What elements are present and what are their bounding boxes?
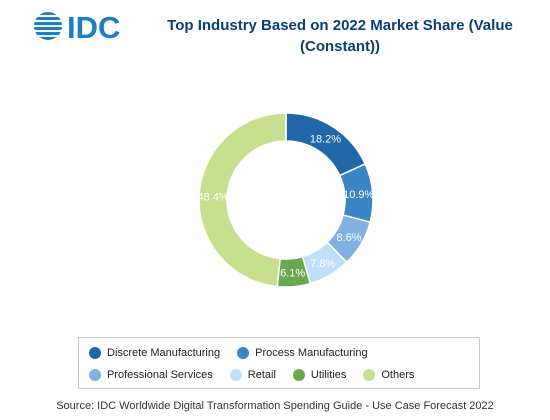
data-label-others: 48.4%: [197, 191, 228, 203]
source-note: Source: IDC Worldwide Digital Transforma…: [56, 400, 494, 412]
legend-label: Professional Services: [107, 369, 213, 381]
data-label-retail: 7.8%: [310, 258, 335, 270]
idc-logo: IDC: [34, 10, 120, 43]
legend-label: Others: [381, 369, 415, 381]
data-label-professional-services: 8.6%: [337, 232, 362, 244]
legend-item-retail[interactable]: Retail: [229, 369, 276, 381]
chart-title-line2: (Constant)): [300, 38, 380, 55]
legend-label: Discrete Manufacturing: [107, 347, 221, 359]
legend-item-discrete-manufacturing[interactable]: Discrete Manufacturing: [89, 347, 220, 359]
chart-title-line1: Top Industry Based on 2022 Market Share …: [167, 17, 513, 34]
legend-item-others[interactable]: Others: [363, 369, 414, 381]
legend-row-2: Professional Services Retail Utilities O…: [89, 369, 431, 381]
legend-marker: [229, 369, 242, 381]
legend-label: Process Manufacturing: [255, 347, 368, 359]
data-label-discrete-manufacturing: 18.2%: [310, 134, 341, 146]
chart-legend: Discrete Manufacturing Process Manufactu…: [78, 337, 480, 389]
legend-marker: [89, 347, 101, 359]
data-label-process-manufacturing: 10.9%: [343, 189, 374, 201]
legend-label: Utilities: [310, 369, 347, 381]
legend-marker: [237, 347, 250, 359]
legend-marker: [292, 369, 305, 381]
legend-item-utilities[interactable]: Utilities: [292, 369, 347, 381]
legend-item-process-manufacturing[interactable]: Process Manufacturing: [237, 347, 368, 359]
legend-row-1: Discrete Manufacturing Process Manufactu…: [89, 347, 385, 359]
slice-others[interactable]: [198, 112, 287, 288]
legend-marker: [89, 369, 101, 381]
legend-label: Retail: [247, 369, 276, 381]
idc-logo-text: IDC: [67, 10, 120, 43]
data-label-utilities: 6.1%: [280, 268, 305, 280]
legend-marker: [363, 369, 376, 381]
legend-item-professional-services[interactable]: Professional Services: [89, 369, 213, 381]
chart-title: Top Industry Based on 2022 Market Share …: [140, 15, 540, 57]
